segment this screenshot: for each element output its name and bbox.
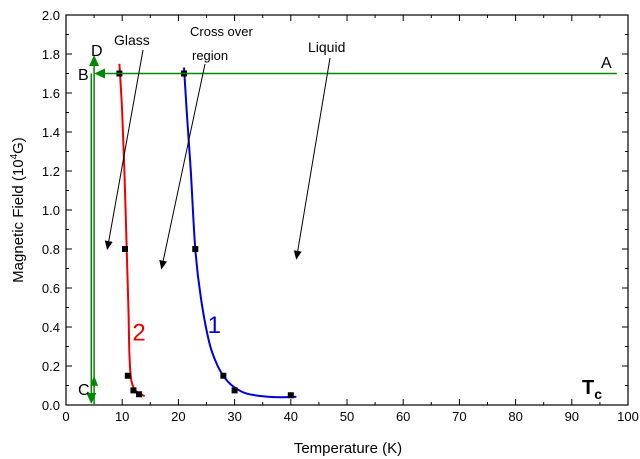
annotation-crossover-arrow — [159, 63, 206, 270]
y-tick-label-2: 0.4 — [42, 320, 60, 335]
series-curves: 12 — [118, 63, 297, 399]
y-tick-label-9: 1.8 — [42, 47, 60, 62]
label-c: C — [78, 382, 90, 399]
annotation-region: region — [192, 48, 228, 63]
y-tick-label-7: 1.4 — [42, 125, 60, 140]
label-b: B — [78, 67, 89, 84]
x-tick-label-2: 20 — [171, 409, 185, 424]
annotations: Glass Cross over region Liquid — [104, 24, 345, 270]
ticks: 0 10 20 30 40 50 60 70 80 90 100 0.0 0.2 0.4 0.6 0.8 1.0… — [42, 8, 639, 424]
series-1-point-4 — [287, 392, 294, 399]
annotation-liquid: Liquid — [308, 39, 345, 55]
path-c-arrowhead — [90, 375, 99, 386]
y-axis-title-sup: 4 — [9, 153, 20, 159]
series-1-point-3 — [231, 387, 238, 394]
series-1-point-1 — [192, 246, 199, 252]
x-tick-label-8: 80 — [508, 409, 522, 424]
y-tick-label-0: 0.0 — [42, 398, 60, 413]
x-tick-label-9: 90 — [565, 409, 579, 424]
y-tick-label-5: 1.0 — [42, 203, 60, 218]
tc-main: T — [582, 377, 594, 399]
annotation-crossover: Cross over — [190, 24, 254, 39]
y-tick-label-1: 0.2 — [42, 359, 60, 374]
x-tick-label-1: 10 — [115, 409, 129, 424]
x-tick-label-3: 30 — [227, 409, 241, 424]
series-1-curve — [183, 67, 297, 399]
series-2-label: 2 — [132, 320, 145, 347]
y-tick-label-8: 1.6 — [42, 86, 60, 101]
y-tick-label-10: 2.0 — [42, 8, 60, 23]
series-1-label: 1 — [208, 312, 221, 339]
annotation-glass-arrow — [104, 49, 144, 250]
series-2-point-3 — [130, 387, 137, 394]
x-tick-label-6: 60 — [396, 409, 410, 424]
series-2-point-2 — [124, 372, 131, 379]
field-paths: A B C D — [78, 43, 617, 405]
label-a: A — [601, 55, 612, 72]
x-tick-label-5: 50 — [340, 409, 354, 424]
series-2-point-4 — [136, 391, 143, 398]
y-axis-title-main: Magnetic Field (10 — [10, 159, 27, 282]
y-tick-label-6: 1.2 — [42, 164, 60, 179]
tc-label: Tc — [582, 377, 602, 402]
series-2-point-1 — [122, 246, 129, 252]
x-tick-label-0: 0 — [62, 409, 69, 424]
x-tick-label-4: 40 — [284, 409, 298, 424]
tc-sub: c — [594, 386, 602, 402]
x-tick-label-10: 100 — [617, 409, 639, 424]
series-markers — [116, 70, 294, 399]
y-tick-label-3: 0.6 — [42, 281, 60, 296]
series-1-point-2 — [220, 372, 227, 379]
y-tick-label-4: 0.8 — [42, 242, 60, 257]
x-tick-label-7: 70 — [452, 409, 466, 424]
x-axis-title: Temperature (K) — [294, 440, 402, 457]
label-d: D — [91, 43, 103, 60]
annotation-liquid-arrow — [293, 57, 331, 260]
y-axis-title-end: G) — [10, 137, 27, 154]
annotation-glass: Glass — [114, 32, 150, 48]
y-axis-title: Magnetic Field (104G) — [9, 137, 27, 283]
